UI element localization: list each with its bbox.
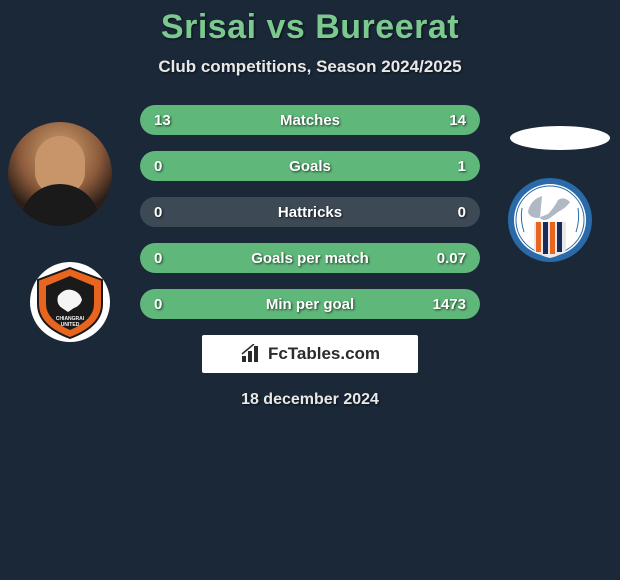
player-left-avatar <box>8 122 112 226</box>
stat-row: 0 Hattricks 0 <box>140 197 480 227</box>
brand-text: FcTables.com <box>268 344 380 364</box>
stat-value-right: 14 <box>449 112 466 129</box>
bars-icon <box>240 344 264 364</box>
stat-row: 13 Matches 14 <box>140 105 480 135</box>
stat-value-left: 0 <box>154 296 162 313</box>
stat-value-right: 1 <box>458 158 466 175</box>
stat-row: 0 Min per goal 1473 <box>140 289 480 319</box>
club-crest-left: CHIANGRAI UNITED <box>20 260 120 344</box>
stats-list: 13 Matches 14 0 Goals 1 0 Hattricks 0 0 Goals per … <box>140 105 480 319</box>
stat-value-right: 1473 <box>433 296 466 313</box>
brand-box: FcTables.com <box>202 335 418 373</box>
stat-value-left: 0 <box>154 158 162 175</box>
stat-label: Min per goal <box>266 296 354 313</box>
stat-value-left: 0 <box>154 204 162 221</box>
club-crest-right <box>500 178 600 262</box>
stat-value-right: 0 <box>458 204 466 221</box>
stat-label: Matches <box>280 112 340 129</box>
player-right-placeholder <box>510 126 610 150</box>
stat-value-left: 0 <box>154 250 162 267</box>
subtitle: Club competitions, Season 2024/2025 <box>0 57 620 77</box>
stat-label: Goals per match <box>251 250 369 267</box>
stat-value-left: 13 <box>154 112 171 129</box>
stat-value-right: 0.07 <box>437 250 466 267</box>
stat-label: Hattricks <box>278 204 342 221</box>
svg-text:UNITED: UNITED <box>61 322 80 328</box>
stat-label: Goals <box>289 158 331 175</box>
stat-row: 0 Goals per match 0.07 <box>140 243 480 273</box>
date-text: 18 december 2024 <box>0 391 620 409</box>
stat-row: 0 Goals 1 <box>140 151 480 181</box>
page-title: Srisai vs Bureerat <box>0 8 620 47</box>
